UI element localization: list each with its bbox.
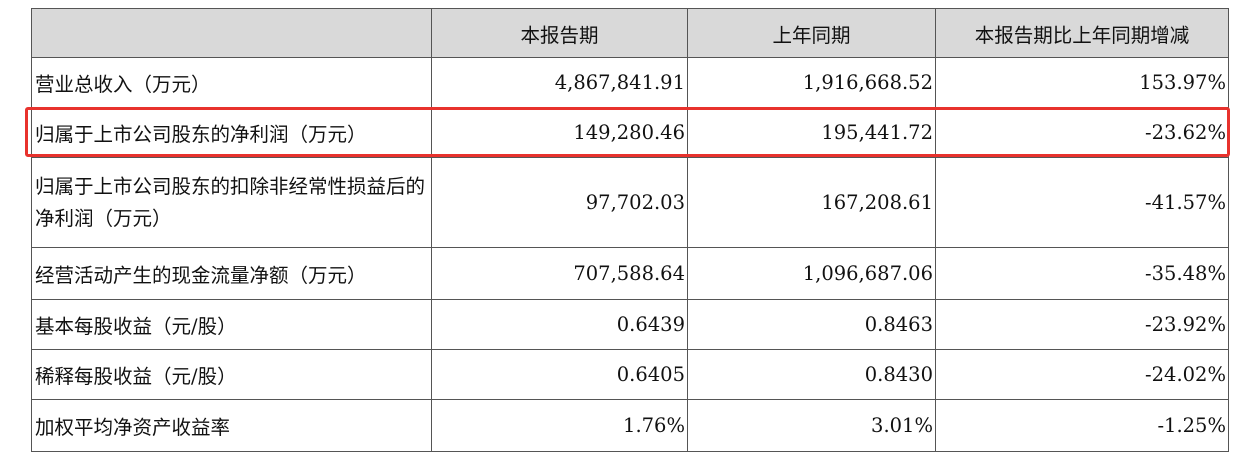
current-period-value: 1.76% bbox=[431, 399, 688, 452]
table-header-row: 本报告期 上年同期 本报告期比上年同期增减 bbox=[31, 8, 1229, 58]
prior-period-value: 167,208.61 bbox=[687, 157, 936, 248]
table-row-highlighted: 归属于上市公司股东的净利润（万元） 149,280.46 195,441.72 … bbox=[31, 107, 1229, 158]
header-current-period: 本报告期 bbox=[431, 8, 688, 58]
header-corner-cell bbox=[31, 8, 432, 58]
row-label: 归属于上市公司股东的净利润（万元） bbox=[31, 107, 432, 158]
table-row: 归属于上市公司股东的扣除非经常性损益后的净利润（万元） 97,702.03 16… bbox=[31, 157, 1229, 248]
current-period-value: 4,867,841.91 bbox=[431, 57, 688, 108]
row-label: 经营活动产生的现金流量净额（万元） bbox=[31, 247, 432, 300]
yoy-change-value: -23.92% bbox=[935, 299, 1229, 350]
current-period-value: 707,588.64 bbox=[431, 247, 688, 300]
yoy-change-value: -1.25% bbox=[935, 399, 1229, 452]
prior-period-value: 195,441.72 bbox=[687, 107, 936, 158]
row-label: 稀释每股收益（元/股） bbox=[31, 349, 432, 400]
yoy-change-value: -41.57% bbox=[935, 157, 1229, 248]
current-period-value: 0.6439 bbox=[431, 299, 688, 350]
header-yoy-change: 本报告期比上年同期增减 bbox=[935, 8, 1229, 58]
row-label: 营业总收入（万元） bbox=[31, 57, 432, 108]
current-period-value: 97,702.03 bbox=[431, 157, 688, 248]
table-row: 基本每股收益（元/股） 0.6439 0.8463 -23.92% bbox=[31, 299, 1229, 350]
current-period-value: 0.6405 bbox=[431, 349, 688, 400]
table-row: 营业总收入（万元） 4,867,841.91 1,916,668.52 153.… bbox=[31, 57, 1229, 108]
prior-period-value: 3.01% bbox=[687, 399, 936, 452]
row-label: 加权平均净资产收益率 bbox=[31, 399, 432, 452]
table-row: 经营活动产生的现金流量净额（万元） 707,588.64 1,096,687.0… bbox=[31, 247, 1229, 300]
prior-period-value: 0.8463 bbox=[687, 299, 936, 350]
financial-summary-table: 本报告期 上年同期 本报告期比上年同期增减 营业总收入（万元） 4,867,84… bbox=[31, 8, 1229, 452]
row-label: 归属于上市公司股东的扣除非经常性损益后的净利润（万元） bbox=[31, 157, 432, 248]
yoy-change-value: -23.62% bbox=[935, 107, 1229, 158]
yoy-change-value: -35.48% bbox=[935, 247, 1229, 300]
yoy-change-value: 153.97% bbox=[935, 57, 1229, 108]
prior-period-value: 1,096,687.06 bbox=[687, 247, 936, 300]
yoy-change-value: -24.02% bbox=[935, 349, 1229, 400]
current-period-value: 149,280.46 bbox=[431, 107, 688, 158]
prior-period-value: 1,916,668.52 bbox=[687, 57, 936, 108]
table-row: 稀释每股收益（元/股） 0.6405 0.8430 -24.02% bbox=[31, 349, 1229, 400]
prior-period-value: 0.8430 bbox=[687, 349, 936, 400]
header-prior-period: 上年同期 bbox=[687, 8, 936, 58]
row-label: 基本每股收益（元/股） bbox=[31, 299, 432, 350]
table-row: 加权平均净资产收益率 1.76% 3.01% -1.25% bbox=[31, 399, 1229, 452]
